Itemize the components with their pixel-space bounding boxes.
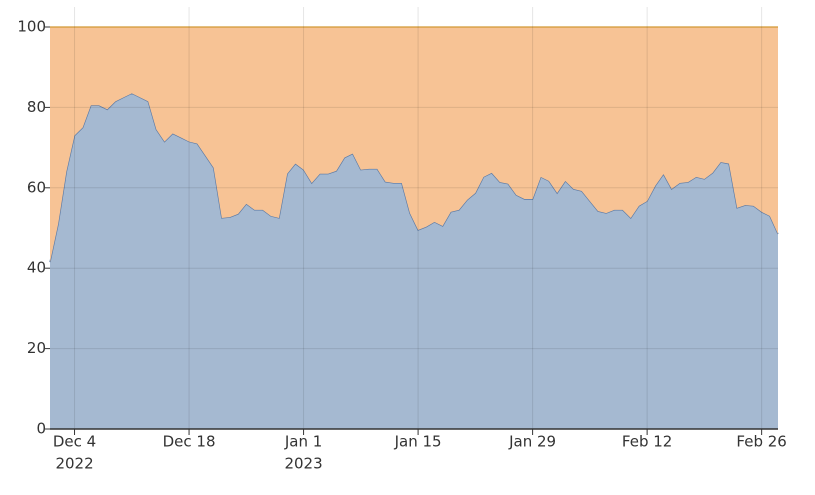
y-tick-label: 60: [27, 178, 46, 196]
x-tick-label: Dec 4: [53, 433, 96, 451]
x-tick-label: Dec 18: [163, 433, 216, 451]
y-tick-label: 40: [27, 259, 46, 277]
x-tick-label: Jan 29: [508, 433, 556, 451]
y-tick-label: 100: [17, 18, 46, 36]
x-tick-label: 2022: [55, 455, 93, 473]
y-tick-label: 0: [36, 420, 46, 438]
area: [50, 93, 778, 429]
x-tick-label: Jan 1: [284, 433, 322, 451]
plot-area: [49, 26, 779, 429]
x-tick-label: Feb 26: [736, 433, 786, 451]
x-tick-label: Feb 12: [622, 433, 672, 451]
axes: 0 20 40 60 80 100 Dec 4 2022 Dec 18 Jan 1 2023 Jan …: [17, 18, 786, 473]
x-tick-label: Jan 15: [394, 433, 442, 451]
y-tick-label: 80: [27, 98, 46, 116]
x-tick-label: 2023: [284, 455, 322, 473]
area: [50, 27, 778, 263]
y-tick-label: 20: [27, 339, 46, 357]
